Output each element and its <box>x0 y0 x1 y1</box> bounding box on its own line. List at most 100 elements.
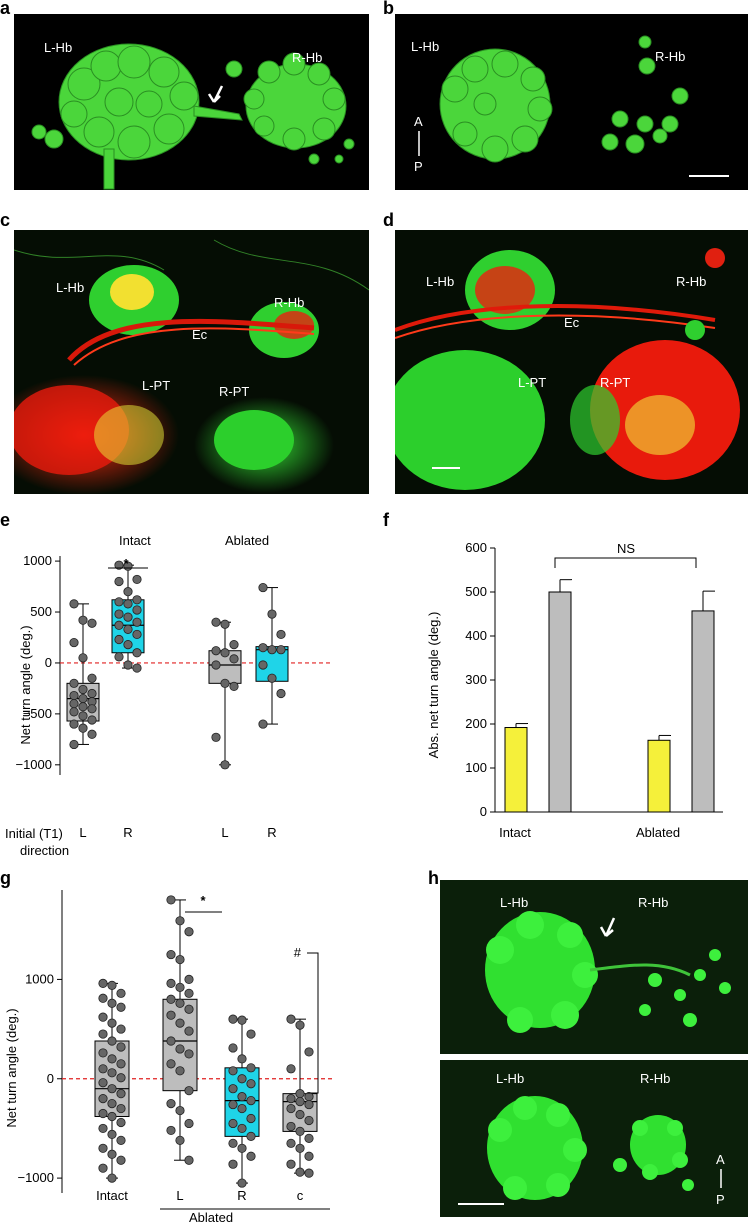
data-point <box>166 1036 176 1046</box>
data-point <box>184 974 194 985</box>
category-label: R <box>237 1188 246 1203</box>
data-point <box>98 1123 108 1134</box>
label-ec: Ec <box>564 315 580 330</box>
y-tick-label: 1000 <box>25 971 54 986</box>
data-point <box>123 599 133 609</box>
row-label-2: direction <box>20 843 69 858</box>
data-point <box>286 1014 296 1024</box>
data-point <box>237 1054 247 1064</box>
data-point <box>228 1014 238 1024</box>
data-point <box>114 560 124 570</box>
data-point <box>123 624 133 634</box>
data-point <box>228 1099 238 1110</box>
data-point <box>246 1029 256 1039</box>
micrograph-c: L-Hb R-Hb Ec L-PT R-PT <box>14 230 369 494</box>
category-label: Intact <box>499 825 531 840</box>
data-point <box>78 653 88 663</box>
data-point <box>229 640 239 650</box>
category-label: Ablated <box>636 825 680 840</box>
y-axis-label: Net turn angle (deg.) <box>18 625 33 744</box>
panel-label-c: c <box>0 210 11 230</box>
data-point <box>211 660 221 670</box>
data-point <box>69 690 79 701</box>
data-point <box>295 1109 305 1120</box>
axis-label-a: A <box>414 114 423 129</box>
data-point <box>211 732 221 742</box>
data-point <box>304 1168 314 1178</box>
data-point <box>78 684 88 695</box>
label-r-hb: R-Hb <box>640 1071 670 1086</box>
data-point <box>228 1043 238 1053</box>
label-r-pt: R-PT <box>600 375 630 390</box>
data-point <box>175 1018 185 1028</box>
y-axis-label: Net turn angle (deg.) <box>4 1008 19 1127</box>
y-tick-label: 500 <box>465 584 487 599</box>
data-point <box>211 617 221 627</box>
data-point <box>107 1129 117 1139</box>
data-point <box>69 719 79 729</box>
data-point <box>237 1123 247 1134</box>
data-point <box>132 617 142 627</box>
data-point <box>246 1131 256 1141</box>
data-point <box>175 982 185 992</box>
data-point <box>237 1015 247 1025</box>
data-point <box>286 1159 296 1169</box>
label-r-hb: R-Hb <box>292 50 322 65</box>
data-point <box>114 620 124 630</box>
hash-mark: # <box>294 945 302 960</box>
y-tick-label: 500 <box>30 604 52 619</box>
data-point <box>166 1098 176 1109</box>
significance-star: * <box>200 893 206 908</box>
data-point <box>228 1118 238 1129</box>
label-l-hb: L-Hb <box>496 1071 524 1086</box>
data-point <box>107 1173 117 1183</box>
panel-label-g: g <box>0 868 11 888</box>
label-l-hb: L-Hb <box>56 280 84 295</box>
data-point <box>114 597 124 607</box>
label-l-hb: L-Hb <box>44 40 72 55</box>
category-label: L <box>221 825 228 840</box>
data-point <box>116 1103 126 1114</box>
micrograph-b: L-Hb R-Hb A P <box>395 14 748 190</box>
category-label: Intact <box>96 1188 128 1203</box>
data-point <box>107 998 117 1008</box>
data-point <box>116 1135 126 1145</box>
data-point <box>258 660 268 670</box>
label-l-hb: L-Hb <box>500 895 528 910</box>
data-point <box>246 1113 256 1124</box>
data-point <box>258 582 268 593</box>
axis-label-p: P <box>716 1192 725 1207</box>
data-point <box>78 723 88 733</box>
data-point <box>166 978 176 988</box>
data-point <box>78 702 88 712</box>
data-point <box>123 587 133 597</box>
y-tick-label: 400 <box>465 628 487 643</box>
micrograph-h-top: L-Hb R-Hb <box>440 880 748 1054</box>
category-label: L <box>79 825 86 840</box>
data-point <box>175 916 185 926</box>
y-tick-label: −1000 <box>15 757 52 772</box>
data-point <box>228 1159 238 1169</box>
data-point <box>175 1105 185 1116</box>
data-point <box>98 1094 108 1104</box>
data-point <box>98 1163 108 1173</box>
y-tick-label: 300 <box>465 672 487 687</box>
label-r-hb: R-Hb <box>274 295 304 310</box>
data-point <box>267 609 277 619</box>
data-point <box>220 760 230 770</box>
data-point <box>87 688 97 699</box>
data-point <box>229 681 239 691</box>
data-point <box>123 612 133 622</box>
data-point <box>78 615 88 625</box>
data-point <box>229 654 239 664</box>
data-point <box>184 1004 194 1014</box>
data-point <box>246 1151 256 1161</box>
data-point <box>286 1103 296 1114</box>
label-l-hb: L-Hb <box>426 274 454 289</box>
data-point <box>98 1143 108 1153</box>
panel-label-a: a <box>0 0 11 18</box>
data-point <box>295 1167 305 1177</box>
data-point <box>98 993 108 1003</box>
data-point <box>116 1089 126 1099</box>
data-point <box>304 1151 314 1161</box>
